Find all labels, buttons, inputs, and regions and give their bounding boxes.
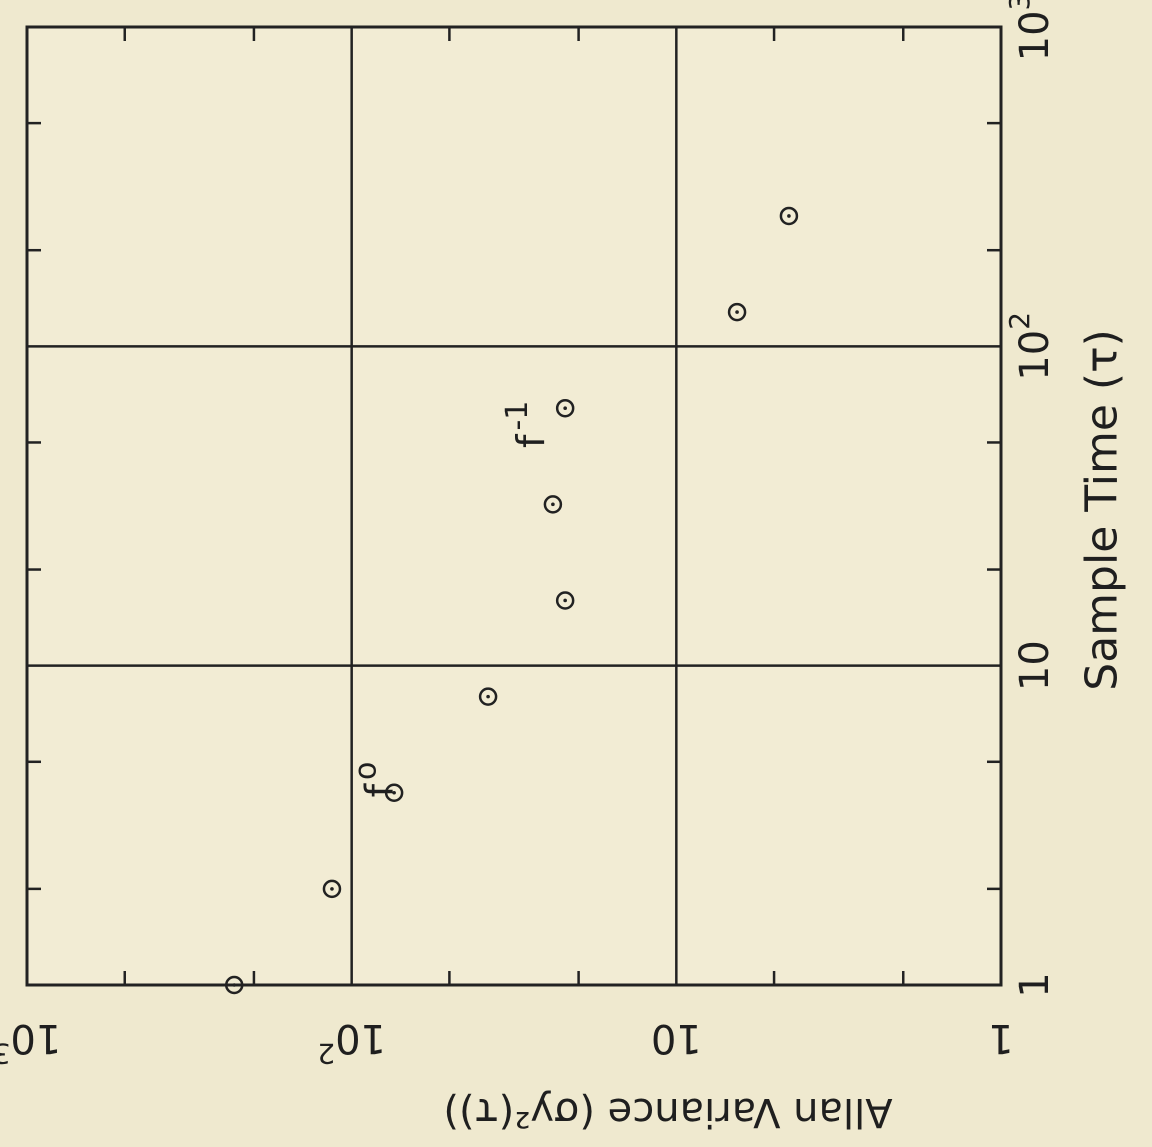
x-tick-label-exponent: 3 bbox=[1003, 0, 1036, 10]
y-tick-label-group: 102 bbox=[317, 1015, 386, 1071]
data-point-dot bbox=[735, 310, 739, 314]
x-tick-label-group: 1 bbox=[1012, 972, 1058, 997]
x-axis-label: Sample Time (τ) bbox=[1077, 329, 1128, 690]
plot-area bbox=[25, 25, 1003, 987]
y-tick-label-group: 10 bbox=[651, 1015, 702, 1061]
data-point-dot bbox=[232, 983, 237, 987]
y-tick-label: 10 bbox=[651, 1015, 702, 1061]
data-point bbox=[555, 591, 575, 610]
data-point-ring bbox=[727, 302, 747, 322]
y-tick-labels: 1 10 102 103 bbox=[0, 1015, 1014, 1071]
data-point-ring bbox=[543, 495, 563, 514]
data-point-dot bbox=[787, 214, 791, 218]
y-tick-label-exponent: 2 bbox=[317, 1038, 335, 1071]
data-point-ring bbox=[555, 591, 575, 610]
data-point bbox=[384, 783, 404, 802]
y-tick-label-group: 103 bbox=[0, 1015, 61, 1071]
data-point-dot bbox=[563, 598, 567, 603]
data-point-ring bbox=[779, 206, 799, 226]
data-point-ring bbox=[224, 975, 244, 995]
data-point bbox=[555, 398, 575, 418]
x-tick-labels: 1 10 102 103 bbox=[1003, 0, 1059, 998]
x-tick-label: 103 bbox=[1003, 0, 1059, 61]
data-point bbox=[322, 879, 342, 899]
y-tick-label-exponent: 3 bbox=[0, 1038, 10, 1071]
y-axis-label: Allan Variance (σy²(τ)) bbox=[443, 1089, 892, 1135]
annotation-superscript: o bbox=[348, 762, 383, 780]
data-point bbox=[543, 495, 563, 514]
x-tick-label: 1 bbox=[1012, 972, 1058, 997]
y-tick-label: 1 bbox=[988, 1015, 1013, 1061]
data-point-dot bbox=[551, 502, 555, 507]
data-point-dot bbox=[392, 790, 396, 795]
data-point-ring bbox=[478, 687, 498, 706]
data-point bbox=[727, 302, 747, 322]
x-tick-label: 10 bbox=[1012, 640, 1058, 691]
data-point-ring bbox=[322, 879, 342, 899]
y-tick-label-group: 1 bbox=[988, 1015, 1013, 1061]
data-point-ring bbox=[384, 783, 404, 802]
x-tick-label-group: 103 bbox=[1003, 0, 1059, 61]
y-tick-label: 102 bbox=[317, 1015, 386, 1071]
data-point bbox=[478, 687, 498, 706]
data-point bbox=[779, 206, 799, 226]
data-points bbox=[224, 206, 799, 995]
x-tick-label: 102 bbox=[1003, 312, 1059, 381]
data-point-ring bbox=[555, 398, 575, 418]
x-tick-label-group: 102 bbox=[1003, 312, 1059, 381]
x-tick-label-group: 10 bbox=[1012, 640, 1058, 691]
axis-ticks bbox=[27, 27, 1001, 985]
y-tick-label: 103 bbox=[0, 1015, 61, 1071]
grid-lines bbox=[27, 27, 1001, 985]
data-point-dot bbox=[563, 406, 567, 411]
data-point-dot bbox=[486, 694, 490, 699]
annotation-superscript: -1 bbox=[500, 401, 535, 431]
x-tick-label-exponent: 2 bbox=[1003, 312, 1036, 330]
data-point-dot bbox=[330, 887, 334, 891]
data-point bbox=[224, 975, 244, 995]
